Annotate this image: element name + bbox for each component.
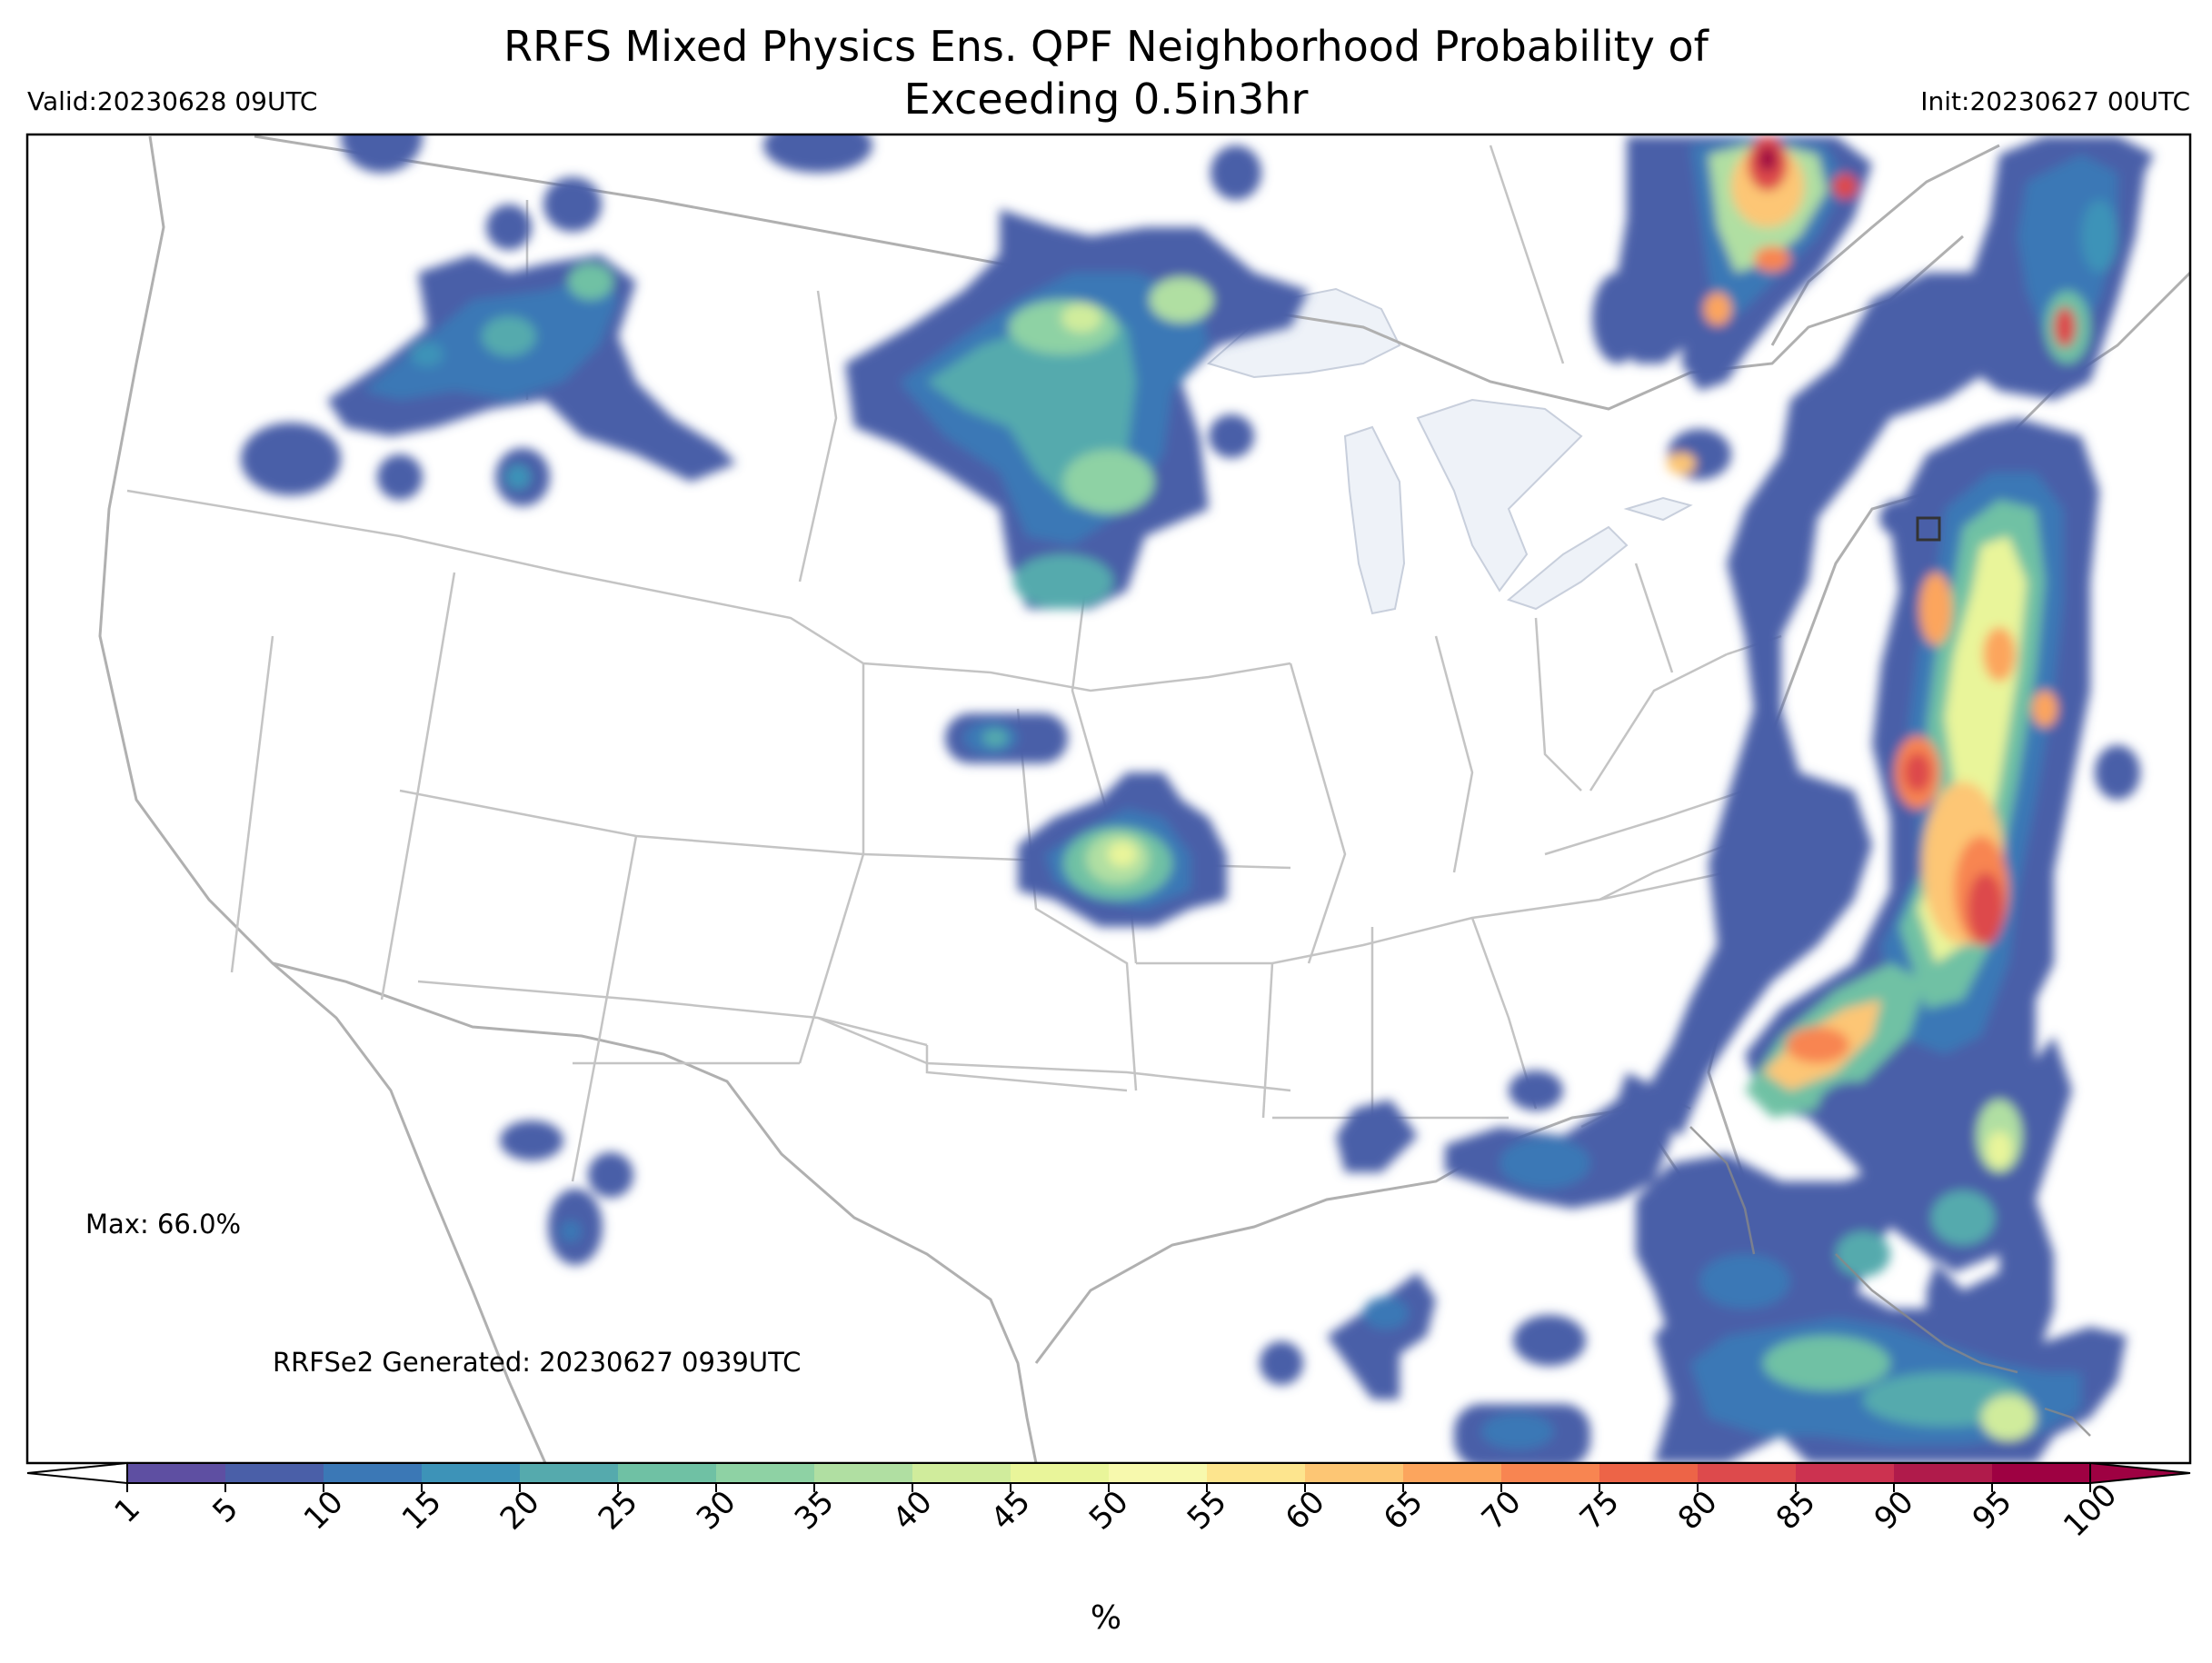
colorbar-tick-label: 20 [493, 1484, 547, 1538]
no-data-area [2127, 1427, 2190, 1463]
colorbar-segment [1109, 1463, 1208, 1483]
probability-field [241, 134, 2154, 1463]
colorbar-tick-label: 70 [1475, 1484, 1529, 1538]
colorbar-segment [1501, 1463, 1600, 1483]
colorbar-tick-label: 55 [1181, 1484, 1234, 1538]
title-line-2: Exceeding 0.5in3hr [903, 75, 1309, 124]
north-plains-blobs [763, 134, 1309, 609]
max-value-label: Max: 66.0% [85, 1209, 242, 1240]
colorbar-tick-label: 60 [1279, 1484, 1332, 1538]
colorbar-segment [716, 1463, 815, 1483]
colorbar-tick-label: 5 [205, 1490, 245, 1530]
oklahoma-blob [1018, 772, 1227, 927]
sw-blobs [500, 1120, 633, 1265]
generated-label: RRFSe2 Generated: 20230627 0939UTC [273, 1347, 802, 1378]
colorbar-segment [1011, 1463, 1110, 1483]
map-area [27, 134, 2190, 1463]
colorbar-segment [1403, 1463, 1502, 1483]
colorbar-tick-label: 65 [1377, 1484, 1430, 1538]
colorbar-segment [422, 1463, 521, 1483]
colorbar-segment [1796, 1463, 1895, 1483]
colorbar-extend-high [2089, 1461, 2191, 1485]
colorbar-tick-label: 1 [107, 1490, 147, 1530]
colorbar-tick-label: 100 [2057, 1477, 2124, 1544]
colorbar-segment [324, 1463, 423, 1483]
colorbar-tick-label: 85 [1769, 1484, 1823, 1538]
colorbar-segment [1599, 1463, 1699, 1483]
nw-blobs [241, 134, 736, 506]
valid-time: Valid:20230628 09UTC [27, 86, 318, 116]
colorbar-tick-label: 40 [886, 1484, 940, 1538]
box-marker [1916, 516, 1941, 542]
colorbar-tick-label: 35 [788, 1484, 842, 1538]
colorbar-tick-label: 10 [297, 1484, 351, 1538]
colorbar-tick-label: 50 [1082, 1484, 1136, 1538]
colorbar-tick-label: 30 [690, 1484, 743, 1538]
colorbar-tick-label: 80 [1671, 1484, 1725, 1538]
colorbar-tick-label: 90 [1868, 1484, 1921, 1538]
great-lakes [1206, 287, 1693, 615]
colorbar-tick-label: 45 [984, 1484, 1038, 1538]
kansas-blob [945, 713, 1068, 763]
gulf-blobs [1260, 1070, 1672, 1463]
colorbar-tick-label: 95 [1966, 1484, 2019, 1538]
colorbar-segment [225, 1463, 324, 1483]
init-time: Init:20230627 00UTC [1920, 86, 2190, 116]
east-band [1592, 136, 2154, 1463]
colorbar-tick-label: 25 [592, 1484, 645, 1538]
florida-coast [1689, 1126, 2091, 1437]
colorbar-extend-low [26, 1461, 128, 1485]
colorbar-segment [1698, 1463, 1797, 1483]
colorbar-tick-label: 15 [395, 1484, 449, 1538]
title-line-1: RRFS Mixed Physics Ens. QPF Neighborhood… [503, 22, 1709, 71]
colorbar-segment [912, 1463, 1011, 1483]
chart-title: RRFS Mixed Physics Ens. QPF Neighborhood… [0, 20, 2212, 125]
colorbar-segment [618, 1463, 717, 1483]
colorbar-segment [520, 1463, 619, 1483]
colorbar-segment [1992, 1463, 2091, 1483]
colorbar-segment [814, 1463, 913, 1483]
colorbar-segment [1894, 1463, 1993, 1483]
colorbar-units: % [1090, 1599, 1122, 1637]
colorbar-segment [1305, 1463, 1404, 1483]
colorbar-segment [127, 1463, 226, 1483]
colorbar: 1 5 10 15 20 25 30 35 40 45 50 55 60 65 70 75 80 85 90 95 10… [26, 1461, 2191, 1544]
colorbar-segment [1207, 1463, 1306, 1483]
colorbar-tick-label: 75 [1573, 1484, 1627, 1538]
